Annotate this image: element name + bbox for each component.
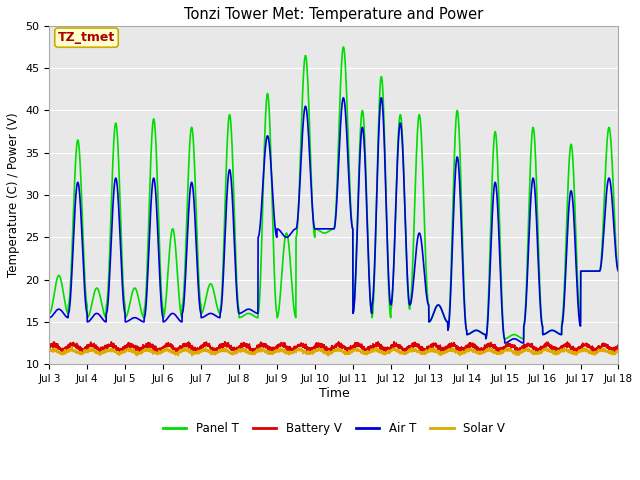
Air T: [289, 229, 296, 235]
Line: Battery V: Battery V: [49, 342, 618, 352]
Air T: [520, 340, 527, 346]
Solar V: [145, 347, 152, 352]
Panel T: [111, 131, 118, 137]
Battery V: [390, 339, 398, 345]
Line: Solar V: Solar V: [49, 347, 618, 356]
Panel T: [339, 44, 347, 50]
Battery V: [264, 347, 271, 352]
Line: Air T: Air T: [49, 98, 618, 343]
Air T: [614, 268, 622, 274]
Battery V: [614, 345, 622, 350]
Solar V: [604, 349, 611, 355]
Air T: [264, 133, 271, 139]
Line: Panel T: Panel T: [49, 47, 618, 339]
Y-axis label: Temperature (C) / Power (V): Temperature (C) / Power (V): [7, 113, 20, 277]
Panel T: [144, 240, 152, 245]
Title: Tonzi Tower Met: Temperature and Power: Tonzi Tower Met: Temperature and Power: [184, 7, 484, 22]
Solar V: [111, 349, 118, 355]
Panel T: [604, 132, 611, 137]
Solar V: [614, 348, 622, 353]
Panel T: [614, 268, 622, 274]
Solar V: [45, 347, 53, 352]
Battery V: [604, 342, 611, 348]
Air T: [144, 266, 152, 272]
Solar V: [543, 348, 550, 353]
Panel T: [289, 287, 296, 292]
Legend: Panel T, Battery V, Air T, Solar V: Panel T, Battery V, Air T, Solar V: [158, 418, 510, 440]
Panel T: [543, 330, 550, 336]
Battery V: [289, 348, 296, 353]
Solar V: [68, 344, 76, 349]
Panel T: [264, 91, 271, 96]
Air T: [339, 95, 347, 101]
Air T: [111, 183, 118, 189]
Solar V: [324, 353, 332, 359]
Solar V: [264, 348, 271, 354]
Air T: [543, 330, 550, 336]
X-axis label: Time: Time: [319, 387, 349, 400]
Battery V: [97, 349, 104, 355]
Solar V: [289, 348, 296, 354]
Air T: [45, 315, 53, 321]
Text: TZ_tmet: TZ_tmet: [58, 31, 115, 44]
Battery V: [111, 345, 118, 350]
Panel T: [45, 311, 53, 316]
Air T: [604, 180, 611, 185]
Battery V: [45, 342, 53, 348]
Panel T: [520, 336, 527, 342]
Battery V: [543, 342, 550, 348]
Battery V: [145, 343, 152, 349]
